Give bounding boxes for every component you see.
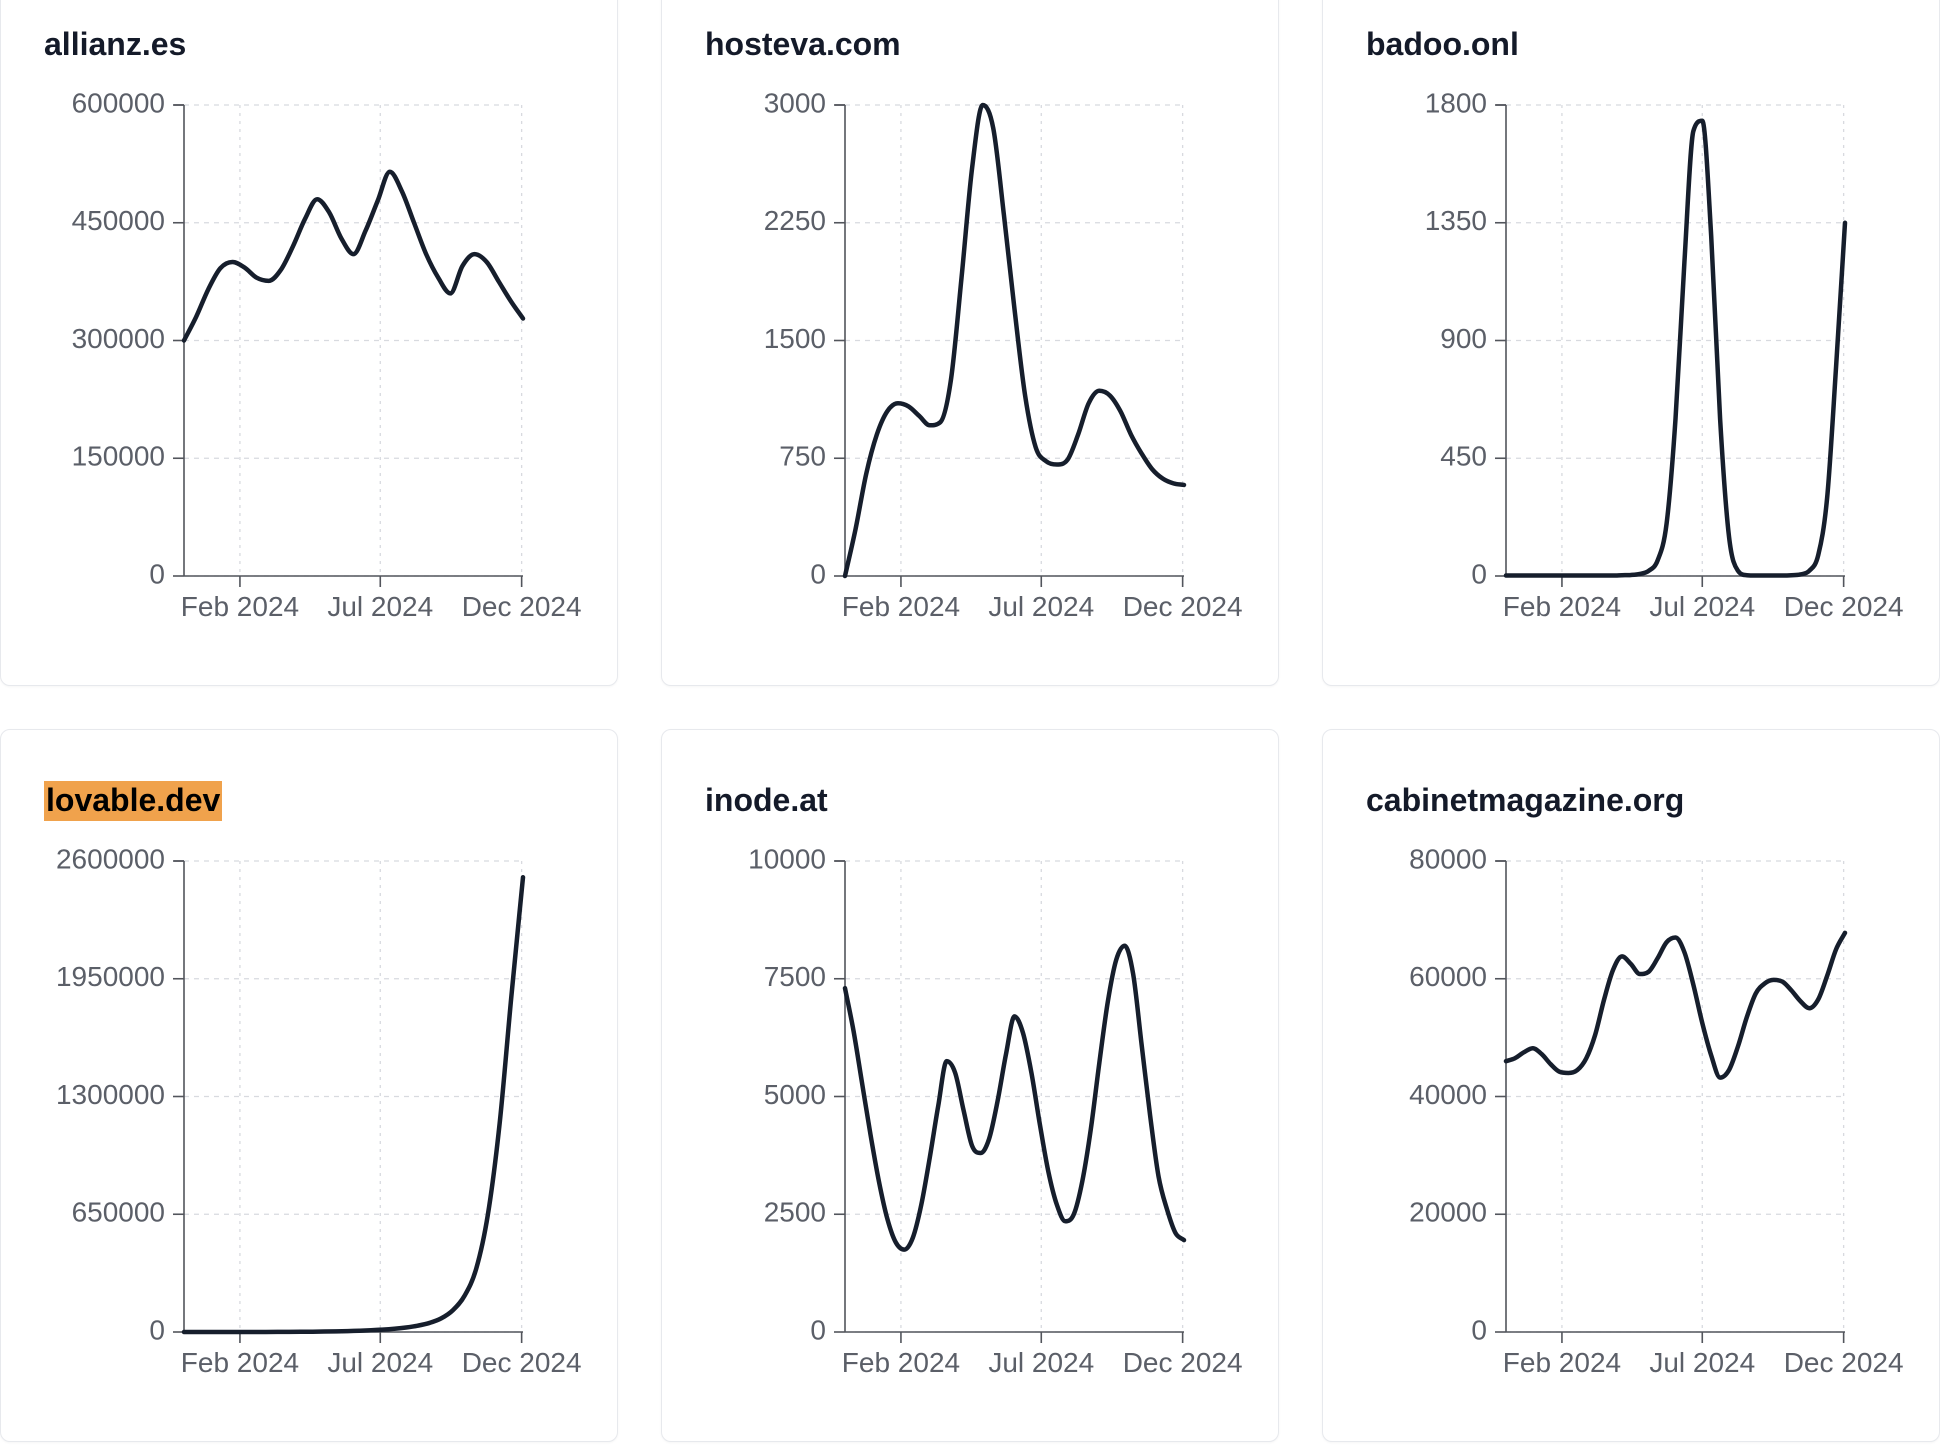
svg-text:1800: 1800 (1425, 87, 1487, 118)
svg-text:Feb 2024: Feb 2024 (181, 1347, 299, 1378)
svg-text:Jul 2024: Jul 2024 (1649, 1347, 1755, 1378)
svg-text:450: 450 (1440, 441, 1487, 472)
svg-text:Jul 2024: Jul 2024 (988, 591, 1094, 622)
svg-text:750: 750 (779, 441, 826, 472)
svg-text:0: 0 (810, 558, 826, 589)
svg-text:Feb 2024: Feb 2024 (842, 1347, 960, 1378)
svg-text:Dec 2024: Dec 2024 (462, 591, 582, 622)
svg-text:40000: 40000 (1409, 1079, 1487, 1110)
svg-text:900: 900 (1440, 323, 1487, 354)
svg-text:1300000: 1300000 (56, 1079, 165, 1110)
svg-text:20000: 20000 (1409, 1197, 1487, 1228)
svg-text:1350: 1350 (1425, 205, 1487, 236)
svg-text:0: 0 (1471, 1314, 1487, 1345)
svg-text:0: 0 (149, 1314, 165, 1345)
svg-text:Jul 2024: Jul 2024 (327, 591, 433, 622)
svg-text:0: 0 (810, 1314, 826, 1345)
svg-text:2600000: 2600000 (56, 843, 165, 874)
svg-text:600000: 600000 (72, 87, 165, 118)
svg-text:0: 0 (149, 558, 165, 589)
svg-text:Dec 2024: Dec 2024 (1784, 591, 1904, 622)
svg-text:Jul 2024: Jul 2024 (988, 1347, 1094, 1378)
svg-text:7500: 7500 (764, 961, 826, 992)
svg-text:2250: 2250 (764, 205, 826, 236)
svg-text:1950000: 1950000 (56, 961, 165, 992)
svg-text:Feb 2024: Feb 2024 (1503, 591, 1621, 622)
svg-text:1500: 1500 (764, 323, 826, 354)
svg-text:0: 0 (1471, 558, 1487, 589)
svg-text:Dec 2024: Dec 2024 (462, 1347, 582, 1378)
svg-text:3000: 3000 (764, 87, 826, 118)
svg-text:150000: 150000 (72, 441, 165, 472)
svg-text:80000: 80000 (1409, 843, 1487, 874)
svg-text:Feb 2024: Feb 2024 (181, 591, 299, 622)
svg-text:650000: 650000 (72, 1197, 165, 1228)
svg-text:10000: 10000 (748, 843, 826, 874)
svg-text:Dec 2024: Dec 2024 (1123, 1347, 1243, 1378)
svg-text:60000: 60000 (1409, 961, 1487, 992)
svg-text:450000: 450000 (72, 205, 165, 236)
svg-text:Dec 2024: Dec 2024 (1784, 1347, 1904, 1378)
svg-text:Dec 2024: Dec 2024 (1123, 591, 1243, 622)
svg-text:Feb 2024: Feb 2024 (842, 591, 960, 622)
svg-text:300000: 300000 (72, 323, 165, 354)
svg-text:5000: 5000 (764, 1079, 826, 1110)
svg-text:Feb 2024: Feb 2024 (1503, 1347, 1621, 1378)
svg-text:Jul 2024: Jul 2024 (327, 1347, 433, 1378)
svg-text:Jul 2024: Jul 2024 (1649, 591, 1755, 622)
svg-text:2500: 2500 (764, 1197, 826, 1228)
